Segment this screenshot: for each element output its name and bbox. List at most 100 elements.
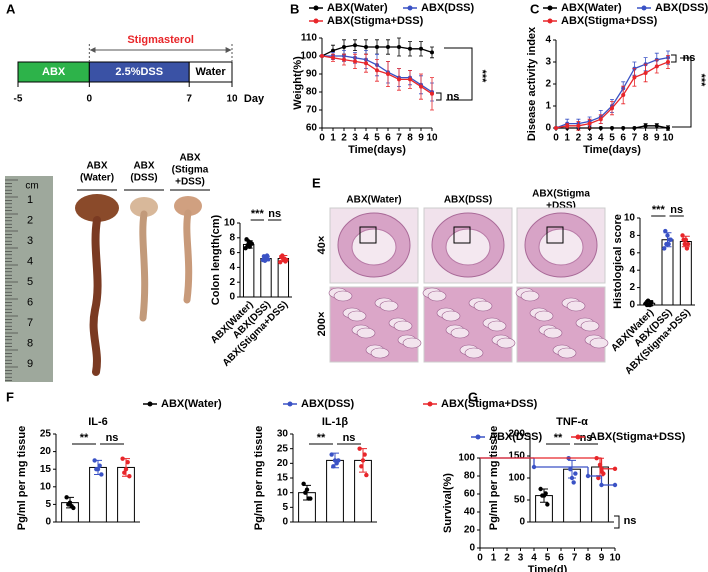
legend-marker	[547, 5, 553, 11]
data-point	[663, 228, 668, 234]
y-tick-label: 50	[514, 495, 526, 506]
data-point	[419, 84, 423, 89]
data-point	[666, 241, 671, 247]
ruler-mark: 4	[27, 255, 33, 267]
y-tick-label: 0	[545, 123, 551, 134]
x-tick-label: 9	[599, 553, 605, 564]
data-point	[430, 50, 434, 55]
data-point	[666, 126, 670, 130]
ruler-mark: 5	[27, 276, 33, 288]
tissue	[393, 320, 413, 332]
x-tick-label: 8	[407, 133, 413, 144]
data-point	[357, 446, 362, 451]
y-tick-label: 60	[464, 489, 476, 500]
tissue	[538, 228, 584, 266]
y-tick-label: 100	[300, 51, 317, 62]
x-tick-label: 2	[504, 553, 510, 564]
x-tick-label: 1	[491, 553, 497, 564]
timeline-unit: Day	[244, 93, 265, 105]
x-tick-label: 10	[609, 553, 621, 564]
data-point	[353, 43, 357, 48]
data-point	[682, 241, 687, 247]
tissue	[379, 300, 399, 312]
ruler-mark: 7	[27, 317, 33, 329]
y-tick-label: 0	[519, 517, 525, 528]
tissue	[351, 228, 397, 266]
x-axis-label: Time(d)	[528, 564, 568, 572]
y-tick-label: 150	[508, 451, 525, 462]
tissue	[543, 327, 563, 339]
tissue	[487, 320, 507, 332]
data-point	[666, 60, 670, 64]
x-axis-label: Time(days)	[583, 144, 641, 156]
histology-column-label: ABX(Stigma	[532, 189, 590, 200]
data-point	[123, 467, 129, 472]
annotation: ns	[670, 204, 683, 216]
y-tick-label: 15	[277, 473, 289, 484]
histology-row-label: 40×	[316, 236, 328, 255]
data-point	[360, 458, 366, 463]
legend-marker	[475, 434, 481, 440]
data-point	[531, 464, 537, 470]
tissue	[441, 310, 461, 322]
data-point	[632, 75, 637, 80]
segment-label: 2.5%DSS	[115, 66, 163, 78]
x-tick-label: 10	[662, 133, 674, 144]
tissue	[496, 337, 516, 349]
bracket	[672, 57, 692, 128]
data-point	[249, 241, 254, 246]
data-point	[648, 302, 653, 308]
data-point	[397, 77, 401, 82]
y-axis-label: Disease activity index	[526, 26, 538, 141]
bar	[242, 243, 255, 298]
annotation: ***	[251, 208, 265, 220]
ruler-mark: 8	[27, 337, 33, 349]
data-point	[571, 480, 576, 485]
segment-label: ABX	[42, 66, 66, 78]
bracket	[444, 47, 473, 101]
annotation: ***	[652, 204, 666, 216]
y-axis-label: Pg/ml per mg tissue	[488, 426, 500, 531]
x-tick-label: 1	[330, 133, 336, 144]
y-tick-label: 30	[277, 429, 289, 440]
y-tick-label: 8	[629, 230, 635, 241]
annotation: ***	[476, 70, 488, 84]
tissue	[333, 290, 353, 302]
annotation: ns	[447, 91, 460, 103]
tissue	[566, 300, 586, 312]
data-point	[643, 71, 648, 75]
tissue	[370, 347, 390, 359]
y-axis-label: Weight(%)	[292, 56, 304, 110]
data-point	[375, 68, 379, 73]
y-tick-label: 5	[45, 499, 51, 510]
legend-marker	[575, 434, 581, 440]
data-point	[397, 45, 401, 49]
y-tick-label: 60	[306, 123, 318, 134]
y-tick-label: 70	[306, 105, 318, 116]
data-point	[684, 246, 690, 251]
annotation: ns	[106, 432, 119, 444]
zoom-box	[359, 226, 377, 244]
data-point	[278, 260, 283, 265]
ruler-mark: 6	[27, 296, 33, 308]
data-point	[610, 126, 614, 130]
data-point	[668, 237, 673, 242]
data-point	[612, 482, 618, 488]
data-point	[342, 57, 346, 62]
legend-text: ABX(Stigma+DSS)	[561, 15, 658, 27]
y-tick-label: 100	[508, 473, 525, 484]
photo-label: ABX	[86, 161, 107, 172]
colon	[75, 194, 119, 222]
data-point	[97, 463, 102, 468]
data-point	[331, 464, 336, 469]
data-point	[264, 253, 270, 258]
colon	[183, 209, 193, 304]
data-point	[64, 495, 69, 500]
data-point	[334, 461, 339, 466]
y-tick-label: 25	[40, 429, 52, 440]
panel-label: F	[6, 389, 14, 404]
y-tick-label: 8	[229, 232, 235, 243]
data-point	[320, 54, 324, 58]
y-tick-label: 4	[229, 262, 235, 273]
y-tick-label: 4	[629, 265, 635, 276]
